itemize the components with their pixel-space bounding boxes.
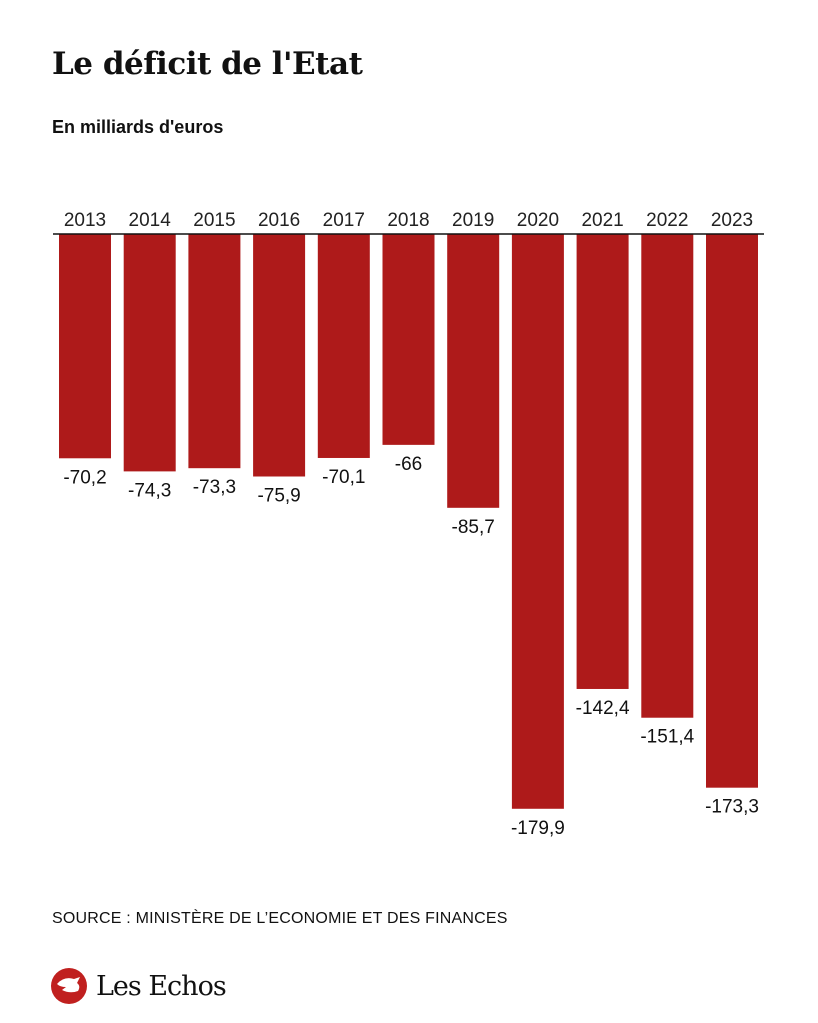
data-label-2020: -179,9 [511,818,565,839]
data-label-2015: -73,3 [193,477,236,498]
tick-label-2014: 2014 [129,210,172,231]
bar-2023 [706,234,758,788]
bar-2018 [382,234,435,445]
tick-label-2021: 2021 [581,210,623,231]
data-label-2022: -151,4 [640,727,694,748]
bar-2013 [59,234,111,459]
tick-label-2023: 2023 [711,210,753,231]
echos-emblem-icon [51,968,87,1004]
data-label-2017: -70,1 [322,467,365,488]
tick-label-2013: 2013 [64,210,106,231]
bar-2015 [188,234,241,469]
data-label-2023: -173,3 [705,797,759,818]
bar-2022 [641,234,694,718]
bar-2017 [317,234,370,458]
data-label-2019: -85,7 [452,517,495,538]
tick-label-2020: 2020 [517,210,559,231]
data-label-2018: -66 [395,454,422,475]
brand-name: Les Echos [96,970,227,1002]
tick-label-2016: 2016 [258,210,300,231]
bar-2020 [511,234,564,809]
source-note: SOURCE : MINISTÈRE DE L’ECONOMIE ET DES … [52,910,508,927]
data-label-2013: -70,2 [63,467,106,488]
data-label-2014: -74,3 [128,480,171,501]
tick-label-2017: 2017 [323,210,365,231]
bar-2019 [447,234,500,508]
les-echos-logo: Les Echos [50,967,227,1005]
tick-label-2015: 2015 [193,210,235,231]
chart-title: Le déficit de l'Etat [52,46,363,82]
tick-label-2018: 2018 [387,210,429,231]
tick-label-2019: 2019 [452,210,494,231]
tick-label-2022: 2022 [646,210,688,231]
data-label-2016: -75,9 [257,486,300,507]
bar-2016 [253,234,306,477]
bar-2014 [123,234,176,472]
chart-subtitle: En milliards d'euros [52,117,224,137]
bar-2021 [576,234,629,689]
bar-chart: 2013 -70,2 2014 -74,3 2015 -73,3 2016 -75,9 2017… [53,210,764,839]
data-label-2021: -142,4 [576,698,630,719]
